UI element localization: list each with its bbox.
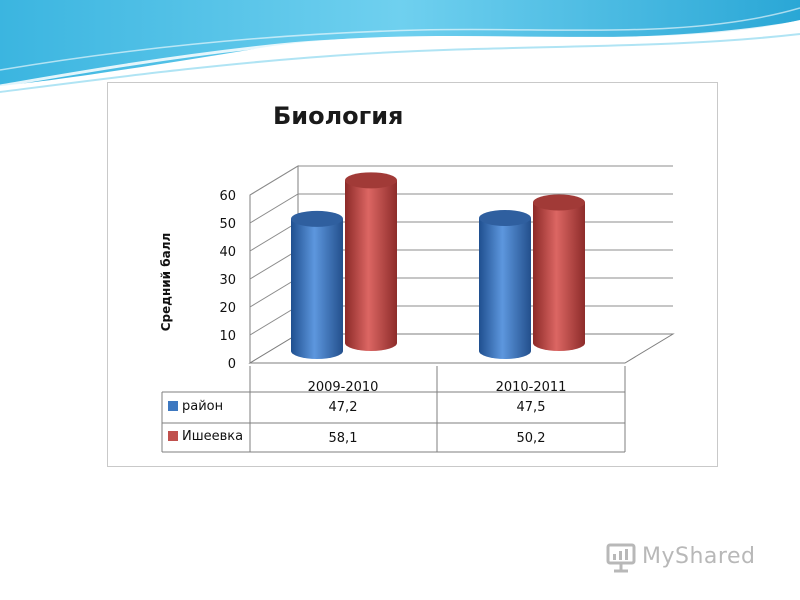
category-label: 2010-2011	[496, 380, 567, 395]
gridline	[249, 193, 673, 224]
bar-top	[533, 194, 585, 211]
bar-1-1	[533, 194, 585, 351]
bar-0-0	[291, 210, 343, 359]
bar-body	[345, 180, 397, 351]
y-tick-label: 40	[219, 245, 236, 260]
plot-area: 0 10 20 30 40 50 60	[219, 165, 675, 372]
table-cell: 47,2	[329, 400, 358, 415]
y-tick-label: 20	[219, 301, 236, 316]
bar-top	[291, 210, 343, 227]
data-table: 2009-2010 2010-2011 район Ишеевка 47,2 4…	[161, 366, 626, 453]
legend-label: Ишеевка	[182, 429, 243, 444]
header-swoosh	[0, 0, 800, 93]
chart-frame	[107, 82, 718, 467]
y-axis-label: Средний балл	[159, 233, 173, 332]
table-cell: 50,2	[517, 431, 546, 446]
chart-title: Биология	[273, 102, 403, 130]
y-tick-label: 10	[219, 329, 236, 344]
legend-label: район	[182, 399, 223, 414]
y-tick-label: 30	[219, 273, 236, 288]
bar-1-0	[345, 172, 397, 351]
y-tick-label: 0	[228, 357, 236, 372]
bar-body	[291, 218, 343, 359]
category-label: 2009-2010	[308, 380, 379, 395]
gridline	[249, 165, 673, 196]
table-cell: 58,1	[329, 431, 358, 446]
watermark: MyShared	[604, 536, 774, 576]
bar-body	[533, 202, 585, 351]
bar-top	[479, 210, 531, 226]
bar-body	[479, 218, 531, 359]
bar-0-1	[479, 210, 531, 359]
table-cell: 47,5	[517, 400, 546, 415]
presentation-board-icon	[606, 543, 636, 573]
watermark-text: MyShared	[642, 543, 756, 569]
legend-swatch-isheevka	[168, 431, 178, 441]
y-tick-label: 60	[219, 189, 236, 204]
y-tick-label: 50	[219, 217, 236, 232]
legend-swatch-raion	[168, 401, 178, 411]
bar-top	[345, 172, 397, 189]
